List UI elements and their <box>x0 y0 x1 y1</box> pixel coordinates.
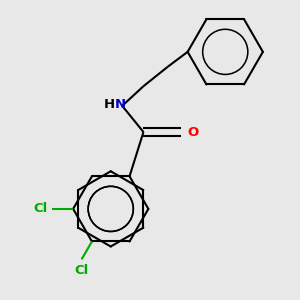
Text: N: N <box>115 98 126 111</box>
Text: Cl: Cl <box>33 202 47 215</box>
Text: O: O <box>187 125 198 139</box>
Text: H: H <box>104 98 115 111</box>
Text: Cl: Cl <box>74 264 89 277</box>
